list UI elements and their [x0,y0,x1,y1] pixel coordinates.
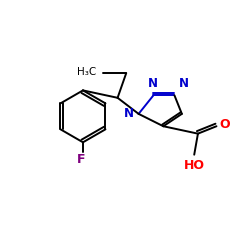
Text: N: N [124,107,134,120]
Text: H₃C: H₃C [77,67,96,77]
Text: F: F [77,153,85,166]
Text: O: O [219,118,230,132]
Text: N: N [148,78,158,90]
Text: N: N [179,78,189,90]
Text: HO: HO [184,159,205,172]
